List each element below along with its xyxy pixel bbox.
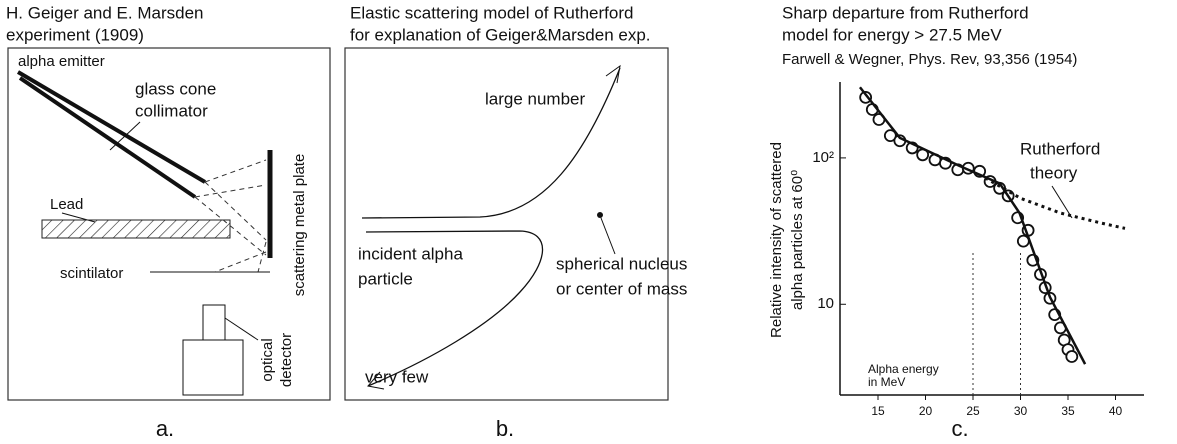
y-axis-label: alpha particles at 60⁰ [789,170,806,310]
label: detector [278,333,295,387]
caption: c. [951,416,968,441]
collimator [18,76,197,199]
caption: a. [156,416,174,441]
label: very few [365,367,429,386]
frame [7,47,331,401]
arrowhead [605,64,621,84]
x-tick-label: 35 [1061,404,1075,418]
label: spherical nucleus [556,254,687,273]
leader [1051,185,1073,219]
leader [600,217,616,255]
detector-body [182,339,244,396]
nucleus [597,212,603,218]
title-line: H. Geiger and E. Marsden [6,3,203,22]
frame [344,47,669,401]
detector-head [202,304,226,341]
beam-paths [194,159,267,273]
label: alpha emitter [18,53,105,70]
arrowhead [367,371,385,390]
label: Lead [50,196,83,213]
panel-b: Elastic scattering model of Rutherford f… [344,3,687,441]
x-tick-label: 15 [871,404,885,418]
annotation: theory [1030,163,1078,182]
y-tick-label: 10² [812,149,834,166]
annotation: in MeV [868,375,905,389]
x-tick-label: 20 [919,404,933,418]
annotation: Rutherford [1020,139,1100,158]
data-point [883,129,897,143]
chart-title: model for energy > 27.5 MeV [782,25,1002,44]
x-tick-label: 40 [1109,404,1123,418]
label: optical [259,338,276,381]
caption: b. [496,416,514,441]
x-tick-label: 30 [1014,404,1028,418]
trajectory [365,230,544,387]
label: scattering metal plate [291,154,308,297]
label: collimator [135,101,208,120]
x-tick-label: 25 [966,404,980,418]
y-axis-label: Relative intensity of scattered [768,142,785,338]
y-tick-label: 10 [817,295,834,312]
lead-block [41,219,231,239]
fit-curve [858,86,1087,365]
leader [224,317,259,341]
collimator [16,70,207,184]
title-line: for explanation of Geiger&Marsden exp. [350,25,651,44]
trajectory [361,67,621,219]
theory-curve [984,176,1126,230]
label: particle [358,269,413,288]
panel-c: Sharp departure from Rutherford model fo… [768,3,1144,441]
leader [109,121,141,151]
data-point [859,91,873,104]
annotation: Alpha energy [868,362,939,376]
label: scintilator [60,265,123,282]
label: glass cone [135,79,216,98]
title-line: experiment (1909) [6,25,144,44]
label: large number [485,89,586,108]
chart-title: Sharp departure from Rutherford [782,3,1029,22]
chart-subtitle: Farwell & Wegner, Phys. Rev, 93,356 (195… [782,51,1077,68]
label: or center of mass [556,279,687,298]
title-line: Elastic scattering model of Rutherford [350,3,633,22]
data-point [1065,350,1079,363]
panel-a: H. Geiger and E. Marsden experiment (190… [6,3,331,441]
label: incident alpha [358,244,463,263]
